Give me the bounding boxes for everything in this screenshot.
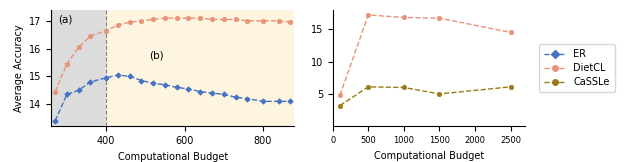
Bar	[106, 10, 294, 126]
X-axis label: Computational Budget: Computational Budget	[374, 151, 484, 161]
X-axis label: Computational Budget: Computational Budget	[118, 152, 228, 162]
Y-axis label: Average Accuracy: Average Accuracy	[13, 24, 24, 112]
Text: (a): (a)	[58, 14, 72, 24]
Text: (b): (b)	[149, 50, 164, 60]
Legend: ER, DietCL, CaSSLe: ER, DietCL, CaSSLe	[540, 44, 614, 92]
Bar	[51, 10, 106, 126]
